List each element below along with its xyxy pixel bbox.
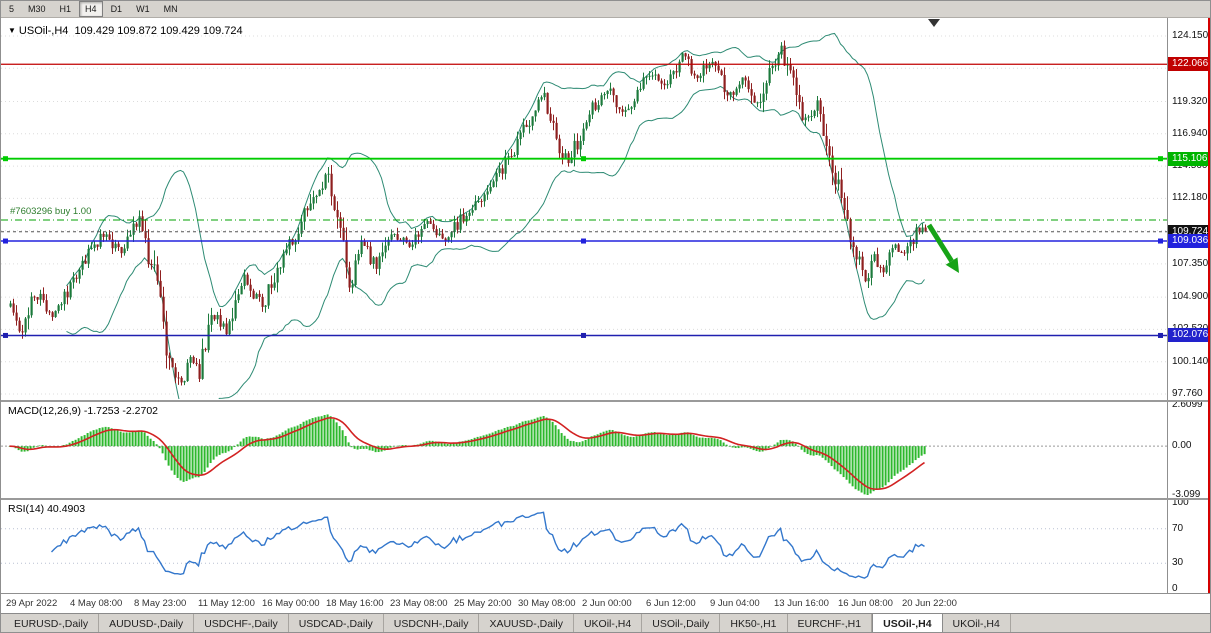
date-label: 25 May 20:00 (454, 598, 512, 609)
date-label: 2 Jun 00:00 (582, 598, 632, 609)
rsi-panel[interactable] (1, 500, 1210, 593)
price-badge: 102.076 (1168, 328, 1210, 343)
chart-tab-usoil-h4[interactable]: USOil-,H4 (872, 614, 943, 632)
date-label: 18 May 16:00 (326, 598, 384, 609)
price-badge: 109.036 (1168, 234, 1210, 249)
rsi-tick-label: 70 (1172, 522, 1184, 534)
timeframe-button-mn[interactable]: MN (163, 4, 178, 14)
price-badge: 122.066 (1168, 57, 1210, 72)
collapse-triangle-icon[interactable]: ▼ (8, 26, 16, 35)
macd-indicator-label: MACD(12,26,9) -1.7253 -2.2702 (8, 405, 158, 417)
date-label: 16 Jun 08:00 (838, 598, 893, 609)
date-label: 29 Apr 2022 (6, 598, 58, 609)
time-axis[interactable]: 29 Apr 2022 4 May 08:00 8 May 23:00 11 May … (1, 593, 1210, 613)
macd-tick-label: 0.00 (1172, 440, 1192, 452)
date-label: 20 Jun 22:00 (902, 598, 957, 609)
date-label: 16 May 00:00 (262, 598, 320, 609)
rsi-indicator-label: RSI(14) 40.4903 (8, 503, 86, 515)
rsi-tick-label: 30 (1172, 557, 1184, 569)
macd-tick-label: -3.099 (1172, 489, 1201, 500)
macd-panel[interactable] (1, 402, 1210, 498)
date-label: 9 Jun 04:00 (710, 598, 760, 609)
timeframe-button-m30[interactable]: M30 (28, 4, 46, 14)
timeframe-button-h1[interactable]: H1 (59, 4, 72, 14)
date-label: 30 May 08:00 (518, 598, 576, 609)
date-label: 13 Jun 16:00 (774, 598, 829, 609)
panel-splitter-macd[interactable] (1, 400, 1210, 402)
chart-tab-usoil-daily[interactable]: USOil-,Daily (642, 614, 721, 632)
timeframe-button-w1[interactable]: W1 (136, 4, 150, 14)
price-tick-label: 104.900 (1172, 291, 1209, 303)
date-label: 8 May 23:00 (134, 598, 187, 609)
chart-tab-bar: EURUSD-,Daily AUDUSD-,Daily USDCHF-,Daily U… (1, 613, 1210, 632)
chart-title: ▼ USOil-,H4 109.429 109.872 109.429 109.72… (8, 25, 243, 37)
chart-tab-ukoil-h4[interactable]: UKOil-,H4 (943, 614, 1011, 632)
panel-splitter-rsi[interactable] (1, 498, 1210, 500)
price-tick-label: 116.940 (1172, 127, 1208, 139)
chart-tab-usdchf-daily[interactable]: USDCHF-,Daily (194, 614, 289, 632)
price-tick-label: 119.320 (1172, 95, 1208, 107)
chart-tab-eurchf-h1[interactable]: EURCHF-,H1 (788, 614, 873, 632)
chart-tab-eurusd-daily[interactable]: EURUSD-,Daily (4, 614, 100, 632)
timeframe-button-5[interactable]: 5 (9, 4, 15, 14)
chart-tab-hk50-h1[interactable]: HK50-,H1 (720, 614, 788, 632)
timeframe-toolbar: 5 M30 H1 H4 D1 W1 MN (1, 1, 1210, 18)
price-badge: 115.106 (1168, 151, 1210, 166)
chart-symbol-label: USOil-,H4 (18, 25, 69, 37)
timeframe-button-d1[interactable]: D1 (110, 4, 123, 14)
date-label: 4 May 08:00 (70, 598, 123, 609)
chart-tab-audusd-daily[interactable]: AUDUSD-,Daily (99, 614, 195, 632)
chart-tab-xauusd-daily[interactable]: XAUUSD-,Daily (479, 614, 574, 632)
date-label: 23 May 08:00 (390, 598, 448, 609)
price-tick-label: 97.760 (1172, 388, 1203, 399)
price-tick-label: 124.150 (1172, 30, 1209, 41)
rsi-tick-label: 100 (1172, 497, 1189, 508)
price-tick-label: 100.140 (1172, 355, 1209, 367)
price-axis[interactable]: 124.150121.770119.320116.940114.560112.1… (1167, 18, 1210, 594)
price-tick-label: 112.180 (1172, 192, 1208, 204)
chart-tab-ukoil-h4[interactable]: UKOil-,H4 (574, 614, 643, 632)
macd-tick-label: 2.6099 (1172, 399, 1203, 410)
price-tick-label: 107.350 (1172, 257, 1209, 269)
open-order-label: #7603296 buy 1.00 (10, 206, 92, 217)
chart-tab-usdcnh-daily[interactable]: USDCNH-,Daily (384, 614, 480, 632)
date-label: 6 Jun 12:00 (646, 598, 696, 609)
timeframe-button-h4[interactable]: H4 (79, 1, 103, 17)
price-chart-panel[interactable] (1, 18, 1210, 400)
chart-tab-usdcad-daily[interactable]: USDCAD-,Daily (289, 614, 384, 632)
rsi-tick-label: 0 (1172, 583, 1178, 594)
chart-ohlc-values: 109.429 109.872 109.429 109.724 (74, 25, 243, 37)
date-label: 11 May 12:00 (198, 598, 255, 609)
right-edge-marker (1208, 18, 1210, 593)
